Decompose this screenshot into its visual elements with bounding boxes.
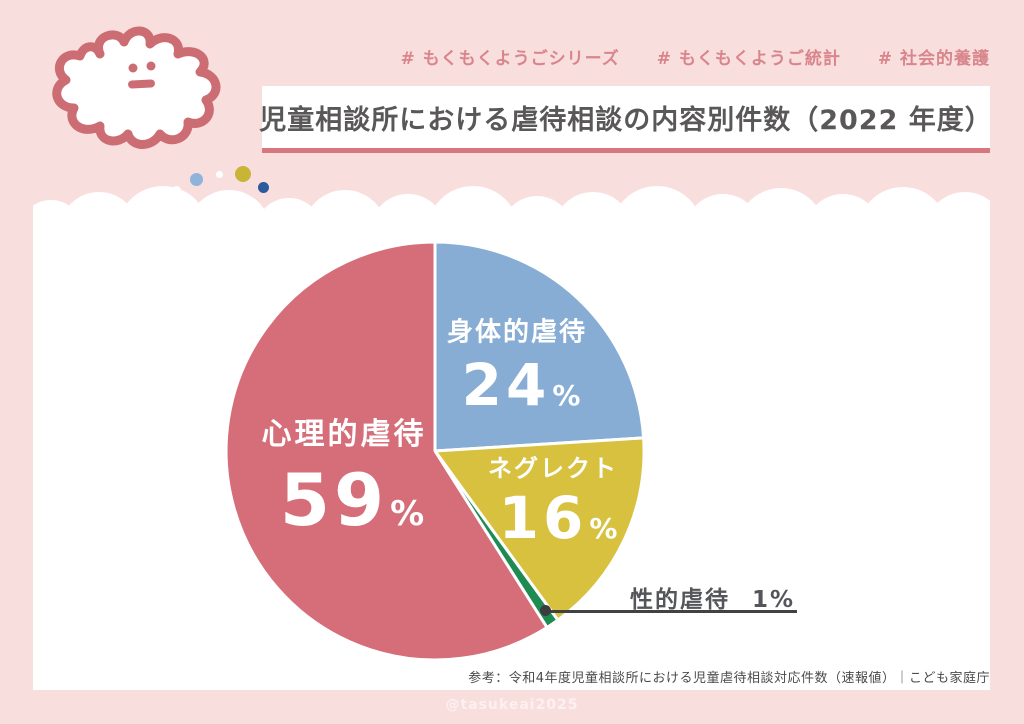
callout-anchor-dot (540, 605, 551, 616)
pie-slice-physical-abuse (433, 240, 646, 453)
percent-sign: % (390, 494, 425, 534)
callout-value: 1% (751, 587, 795, 613)
navy-dot (258, 182, 269, 193)
source-citation: 参考：令和4年度児童相談所における児童虐待相談対応件数（速報値）｜こども家庭庁 (468, 671, 990, 686)
callout-text: 性的虐待 (629, 587, 730, 613)
label-sexual-abuse: 性的虐待 1% (545, 580, 795, 614)
mascot-mouth (128, 79, 155, 89)
label-physical-abuse: 身体的虐待 (446, 317, 588, 348)
value-neglect: 16% (499, 484, 618, 552)
value-psychological-abuse: 59% (280, 458, 424, 542)
hashtag-stats: # もくもくようご統計 (656, 49, 841, 69)
yellow-dot (235, 166, 251, 182)
pie-chart (224, 240, 646, 662)
hashtag-care: # 社会的養護 (877, 49, 990, 69)
label-psychological-abuse: 心理的虐待 (261, 417, 427, 452)
hashtag-series: # もくもくようごシリーズ (400, 49, 620, 69)
percent-sign: % (552, 379, 581, 412)
value-number: 24 (461, 351, 551, 419)
mascot-eye-left (128, 63, 138, 73)
value-physical-abuse: 24% (462, 351, 581, 419)
label-neglect: ネグレクト (488, 454, 618, 483)
cloud-scallop-edge (33, 186, 990, 232)
pie-slice-psychological-abuse (224, 240, 549, 662)
mascot-eye-right (146, 61, 156, 71)
page-title: 児童相談所における虐待相談の内容別件数（2022 年度） (259, 104, 993, 136)
watermark-handle: @tasukeai2025 (445, 697, 579, 713)
cloud-mascot-icon (52, 26, 221, 149)
title-banner: 児童相談所における虐待相談の内容別件数（2022 年度） (259, 86, 993, 153)
percent-sign: % (589, 512, 618, 545)
tiny-white-dot (216, 171, 223, 178)
blue-dot (190, 173, 203, 186)
value-number: 59 (279, 458, 389, 542)
callout-leader-line (546, 610, 797, 613)
hashtag-row: # もくもくようごシリーズ # もくもくようご統計 # 社会的養護 (401, 44, 991, 69)
pie-slice-neglect (433, 436, 646, 622)
value-number: 16 (498, 484, 588, 552)
